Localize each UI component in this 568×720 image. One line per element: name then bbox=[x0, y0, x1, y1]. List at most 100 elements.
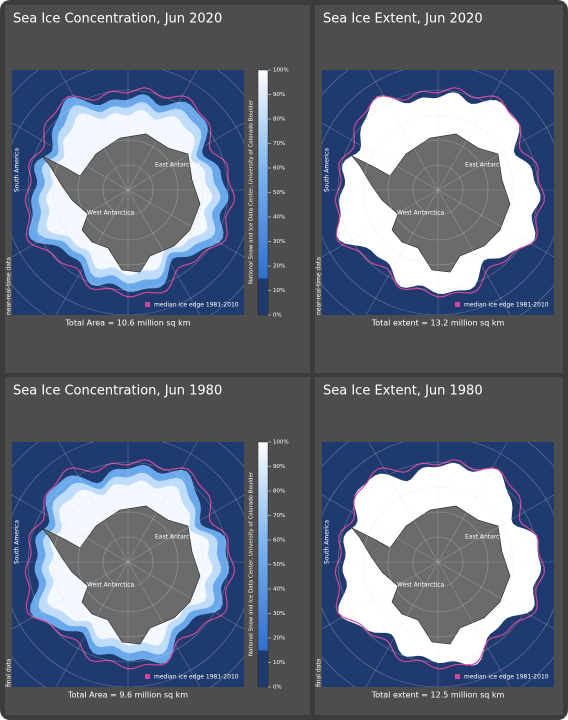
region-label: West Antarctica bbox=[87, 210, 135, 217]
graticule bbox=[387, 139, 489, 241]
meridian bbox=[127, 189, 244, 258]
region-label: South America bbox=[324, 520, 331, 564]
meridian bbox=[437, 189, 554, 258]
continent bbox=[41, 505, 201, 645]
colorbar-label: 70% bbox=[273, 513, 285, 519]
meridian bbox=[127, 122, 244, 191]
legend-label: median ice edge 1981-2010 bbox=[154, 674, 239, 681]
footer: Total Area = 9.6 million sq km bbox=[67, 691, 188, 700]
side-label: near-real-time data bbox=[316, 257, 323, 315]
meridian bbox=[55, 189, 129, 315]
region-label: West Antarctica bbox=[397, 582, 445, 589]
meridian bbox=[365, 561, 439, 687]
panel-title: Sea Ice Extent, Jun 2020 bbox=[323, 12, 483, 27]
colorbar-label: 50% bbox=[273, 190, 285, 196]
colorbar-label: 80% bbox=[273, 489, 285, 495]
meridian bbox=[127, 70, 198, 191]
colorbar-label: 100% bbox=[273, 440, 289, 446]
region-label: West Antarctica bbox=[87, 582, 135, 589]
map bbox=[12, 442, 244, 687]
colorbar-label: 30% bbox=[273, 611, 285, 617]
panel: Sea Ice Extent, Jun 2020 South America Eas… bbox=[315, 5, 563, 373]
legend-swatch bbox=[145, 674, 150, 679]
colorbar-label: 60% bbox=[273, 538, 285, 544]
median-edge bbox=[24, 87, 235, 298]
median-edge bbox=[24, 459, 235, 670]
meridian bbox=[322, 189, 439, 258]
graticule bbox=[102, 536, 154, 588]
map bbox=[322, 70, 554, 315]
colorbar bbox=[257, 69, 269, 316]
meridian bbox=[437, 70, 508, 191]
side-label: near-real-time data bbox=[6, 257, 13, 315]
meridian bbox=[437, 189, 511, 315]
map bbox=[322, 442, 554, 687]
colorbar-label: 90% bbox=[273, 464, 285, 470]
panel: Sea Ice Extent, Jun 1980 South America Eas… bbox=[315, 377, 563, 715]
continent bbox=[41, 133, 201, 273]
colorbar-label: 20% bbox=[273, 636, 285, 642]
region-label: West Antarctica bbox=[397, 210, 445, 217]
colorbar-label: 60% bbox=[273, 166, 285, 172]
panel-title: Sea Ice Concentration, Jun 2020 bbox=[13, 12, 222, 27]
graticule bbox=[337, 461, 539, 663]
meridian bbox=[365, 189, 439, 315]
colorbar-label: 40% bbox=[273, 587, 285, 593]
graticule bbox=[77, 511, 179, 613]
graticule bbox=[387, 511, 489, 613]
footer: Total extent = 13.2 million sq km bbox=[371, 319, 505, 328]
legend-label: median ice edge 1981-2010 bbox=[154, 302, 239, 309]
graticule bbox=[337, 89, 539, 291]
colorbar-label: 0% bbox=[273, 313, 282, 319]
region-label: East Antarctica bbox=[155, 162, 201, 169]
footer: Total extent = 12.5 million sq km bbox=[371, 691, 505, 700]
colorbar-label: 10% bbox=[273, 288, 285, 294]
colorbar-label: 10% bbox=[273, 660, 285, 666]
meridian bbox=[368, 442, 439, 563]
graticule bbox=[412, 164, 464, 216]
region-label: South America bbox=[14, 148, 21, 192]
graticule bbox=[362, 486, 514, 638]
meridian bbox=[437, 122, 554, 191]
region-label: South America bbox=[324, 148, 331, 192]
continent bbox=[351, 133, 511, 273]
colorbar-label: 50% bbox=[273, 562, 285, 568]
meridian bbox=[58, 442, 129, 563]
meridian bbox=[322, 122, 439, 191]
meridian bbox=[127, 561, 244, 630]
colorbar-label: 100% bbox=[273, 68, 289, 74]
meridian bbox=[127, 494, 244, 563]
colorbar-label: 0% bbox=[273, 685, 282, 691]
meridian bbox=[127, 561, 201, 687]
meridian bbox=[322, 494, 439, 563]
side-label: final data bbox=[6, 658, 13, 687]
graticule bbox=[412, 536, 464, 588]
legend-swatch bbox=[145, 302, 150, 307]
graticule bbox=[27, 461, 229, 663]
map bbox=[12, 70, 244, 315]
colorbar-label: 40% bbox=[273, 215, 285, 221]
meridian bbox=[58, 70, 129, 191]
colorbar-label: 30% bbox=[273, 239, 285, 245]
graticule bbox=[52, 486, 204, 638]
meridian bbox=[437, 561, 554, 630]
meridian bbox=[12, 494, 129, 563]
meridian bbox=[12, 122, 129, 191]
continent bbox=[351, 505, 511, 645]
credit: National Snow and Ice Data Center, Unive… bbox=[249, 471, 255, 656]
legend-label: median ice edge 1981-2010 bbox=[464, 674, 549, 681]
colorbar-label: 90% bbox=[273, 92, 285, 98]
panel-title: Sea Ice Concentration, Jun 1980 bbox=[13, 384, 222, 399]
credit: National Snow and Ice Data Center, Unive… bbox=[249, 99, 255, 284]
graticule bbox=[77, 139, 179, 241]
meridian bbox=[55, 561, 129, 687]
meridian bbox=[437, 442, 508, 563]
colorbar-label: 80% bbox=[273, 117, 285, 123]
colorbar-label: 70% bbox=[273, 141, 285, 147]
meridian bbox=[12, 189, 129, 258]
median-edge bbox=[334, 459, 545, 670]
colorbar-label: 20% bbox=[273, 264, 285, 270]
meridian bbox=[127, 442, 198, 563]
legend-label: median ice edge 1981-2010 bbox=[464, 302, 549, 309]
